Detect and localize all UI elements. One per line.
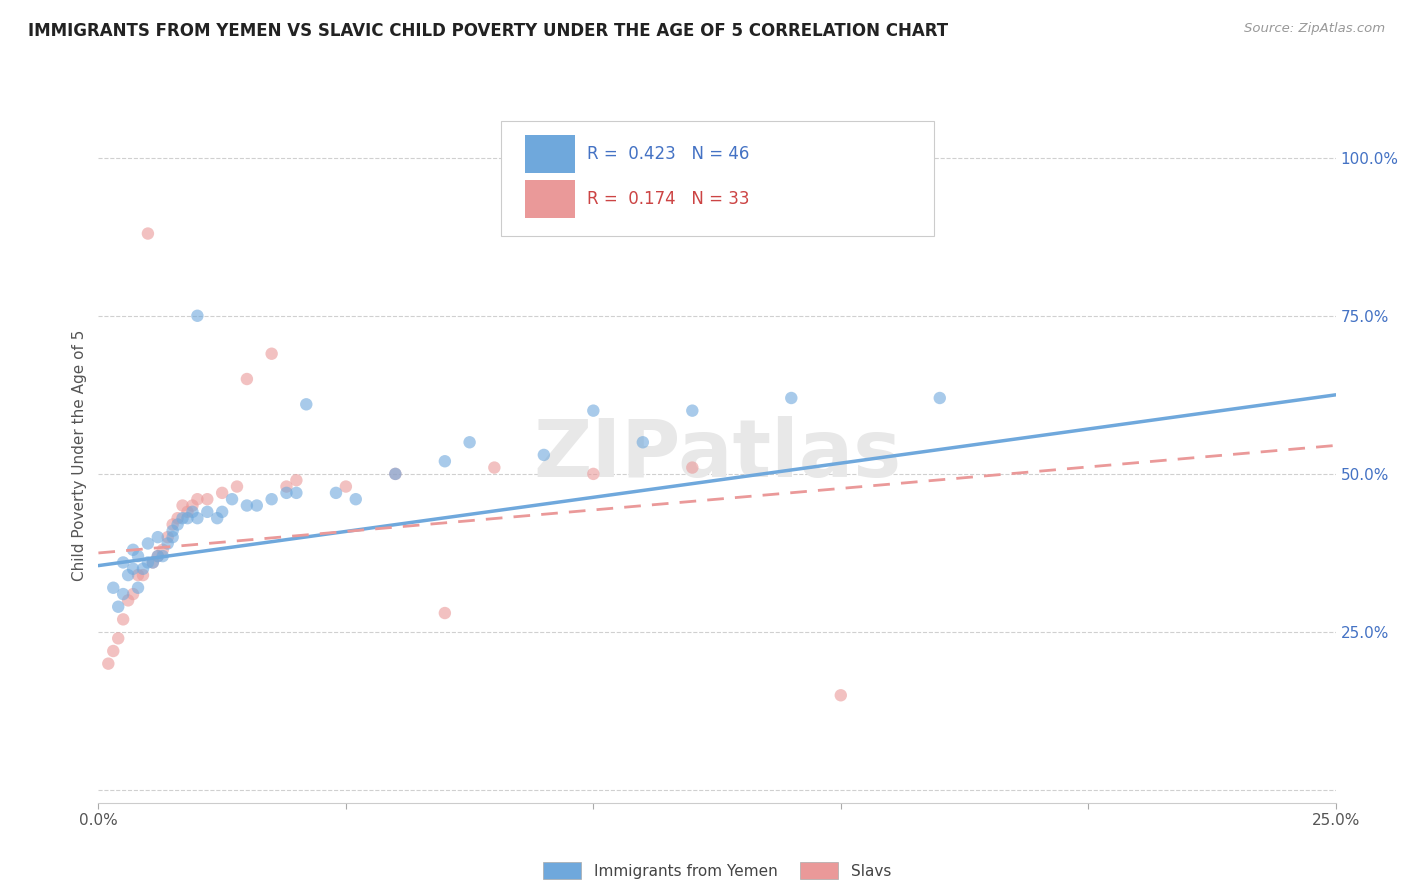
Point xyxy=(205,511,228,525)
Point xyxy=(103,644,125,658)
Point xyxy=(681,460,703,475)
Point xyxy=(112,587,135,601)
Point xyxy=(156,530,179,544)
Point xyxy=(533,448,555,462)
FancyBboxPatch shape xyxy=(501,121,934,235)
Point xyxy=(285,473,308,487)
Text: R =  0.174   N = 33: R = 0.174 N = 33 xyxy=(588,190,749,208)
Point xyxy=(146,530,169,544)
Point xyxy=(136,227,159,241)
Point xyxy=(152,549,174,563)
Point xyxy=(285,486,308,500)
Point xyxy=(186,492,208,507)
Point xyxy=(335,479,357,493)
Text: Source: ZipAtlas.com: Source: ZipAtlas.com xyxy=(1244,22,1385,36)
Point xyxy=(195,505,218,519)
Point xyxy=(195,492,218,507)
Point xyxy=(162,530,184,544)
FancyBboxPatch shape xyxy=(526,180,575,219)
Point xyxy=(172,511,194,525)
Point xyxy=(117,593,139,607)
Point xyxy=(226,479,249,493)
Point xyxy=(186,511,208,525)
Point xyxy=(484,460,506,475)
Point xyxy=(166,517,188,532)
Point xyxy=(122,587,145,601)
Point xyxy=(127,581,149,595)
Point xyxy=(246,499,269,513)
Point xyxy=(97,657,120,671)
Point xyxy=(236,372,259,386)
Point xyxy=(582,467,605,481)
Point xyxy=(117,568,139,582)
Point xyxy=(146,549,169,563)
Point xyxy=(156,536,179,550)
Point xyxy=(176,511,198,525)
Point xyxy=(384,467,406,481)
Point xyxy=(928,391,950,405)
Point xyxy=(458,435,481,450)
Point xyxy=(142,556,165,570)
Point xyxy=(276,486,298,500)
Point xyxy=(166,511,188,525)
Legend: Immigrants from Yemen, Slavs: Immigrants from Yemen, Slavs xyxy=(537,855,897,886)
Text: IMMIGRANTS FROM YEMEN VS SLAVIC CHILD POVERTY UNDER THE AGE OF 5 CORRELATION CHA: IMMIGRANTS FROM YEMEN VS SLAVIC CHILD PO… xyxy=(28,22,948,40)
Point xyxy=(582,403,605,417)
Point xyxy=(127,549,149,563)
Point xyxy=(211,505,233,519)
Point xyxy=(780,391,803,405)
Point xyxy=(325,486,347,500)
Point xyxy=(681,403,703,417)
Point xyxy=(260,492,283,507)
Y-axis label: Child Poverty Under the Age of 5: Child Poverty Under the Age of 5 xyxy=(72,329,87,581)
Point xyxy=(107,599,129,614)
Point xyxy=(221,492,243,507)
Point xyxy=(433,606,456,620)
Point xyxy=(181,505,204,519)
Point xyxy=(631,435,654,450)
Text: ZIPatlas: ZIPatlas xyxy=(533,416,901,494)
Point xyxy=(132,562,155,576)
Point xyxy=(132,568,155,582)
Point xyxy=(186,309,208,323)
Point xyxy=(162,524,184,538)
Point xyxy=(136,556,159,570)
Point xyxy=(146,549,169,563)
Text: R =  0.423   N = 46: R = 0.423 N = 46 xyxy=(588,145,749,163)
Point xyxy=(142,556,165,570)
Point xyxy=(122,542,145,557)
Point xyxy=(112,556,135,570)
Point xyxy=(122,562,145,576)
Point xyxy=(152,542,174,557)
Point xyxy=(830,688,852,702)
Point xyxy=(112,612,135,626)
Point xyxy=(384,467,406,481)
Point xyxy=(176,505,198,519)
Point xyxy=(162,517,184,532)
Point xyxy=(295,397,318,411)
Point xyxy=(276,479,298,493)
Point xyxy=(181,499,204,513)
Point xyxy=(211,486,233,500)
Point xyxy=(103,581,125,595)
Point xyxy=(260,347,283,361)
Point xyxy=(344,492,367,507)
Point xyxy=(127,568,149,582)
FancyBboxPatch shape xyxy=(526,135,575,173)
Point xyxy=(107,632,129,646)
Point xyxy=(236,499,259,513)
Point xyxy=(172,499,194,513)
Point xyxy=(433,454,456,468)
Point xyxy=(136,536,159,550)
